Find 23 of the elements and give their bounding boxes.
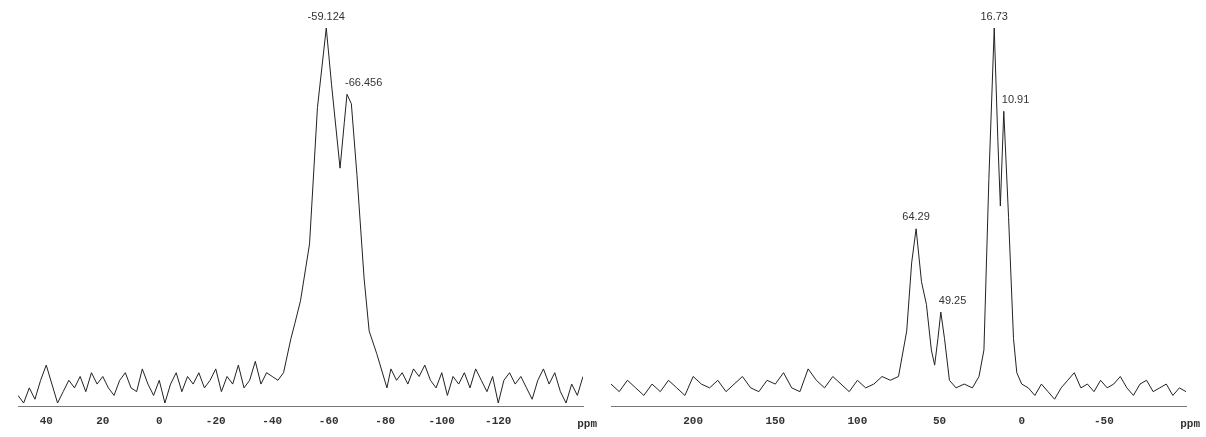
x-axis-title: ppm <box>1180 418 1201 431</box>
x-tick-label: 0 <box>155 415 163 428</box>
x-tick-label: -60 <box>318 415 339 428</box>
x-tick-label: -50 <box>1093 415 1114 428</box>
x-axis-title: ppm <box>577 418 598 431</box>
annotation: -66.456 <box>344 75 383 88</box>
x-tick-label: 100 <box>847 415 868 428</box>
x-tick-label: -40 <box>262 415 283 428</box>
annotation: -59.124 <box>307 9 345 22</box>
annotation: 64.29 <box>902 210 930 223</box>
x-tick-label: 0 <box>1018 415 1026 428</box>
annotation: 49.25 <box>938 293 967 306</box>
annotation: 10.91 <box>1001 92 1030 105</box>
x-tick-label: -20 <box>205 415 226 428</box>
x-tick-label: -120 <box>485 415 512 428</box>
x-tick-label: 40 <box>39 415 53 428</box>
x-tick-label: 200 <box>683 415 704 428</box>
x-tick-label: 50 <box>932 415 947 428</box>
x-tick-label: 150 <box>765 415 786 428</box>
annotation: 16.73 <box>980 9 1008 22</box>
x-tick-label: -80 <box>375 415 396 428</box>
x-tick-label: -100 <box>428 415 455 428</box>
x-tick-label: 20 <box>96 415 110 428</box>
